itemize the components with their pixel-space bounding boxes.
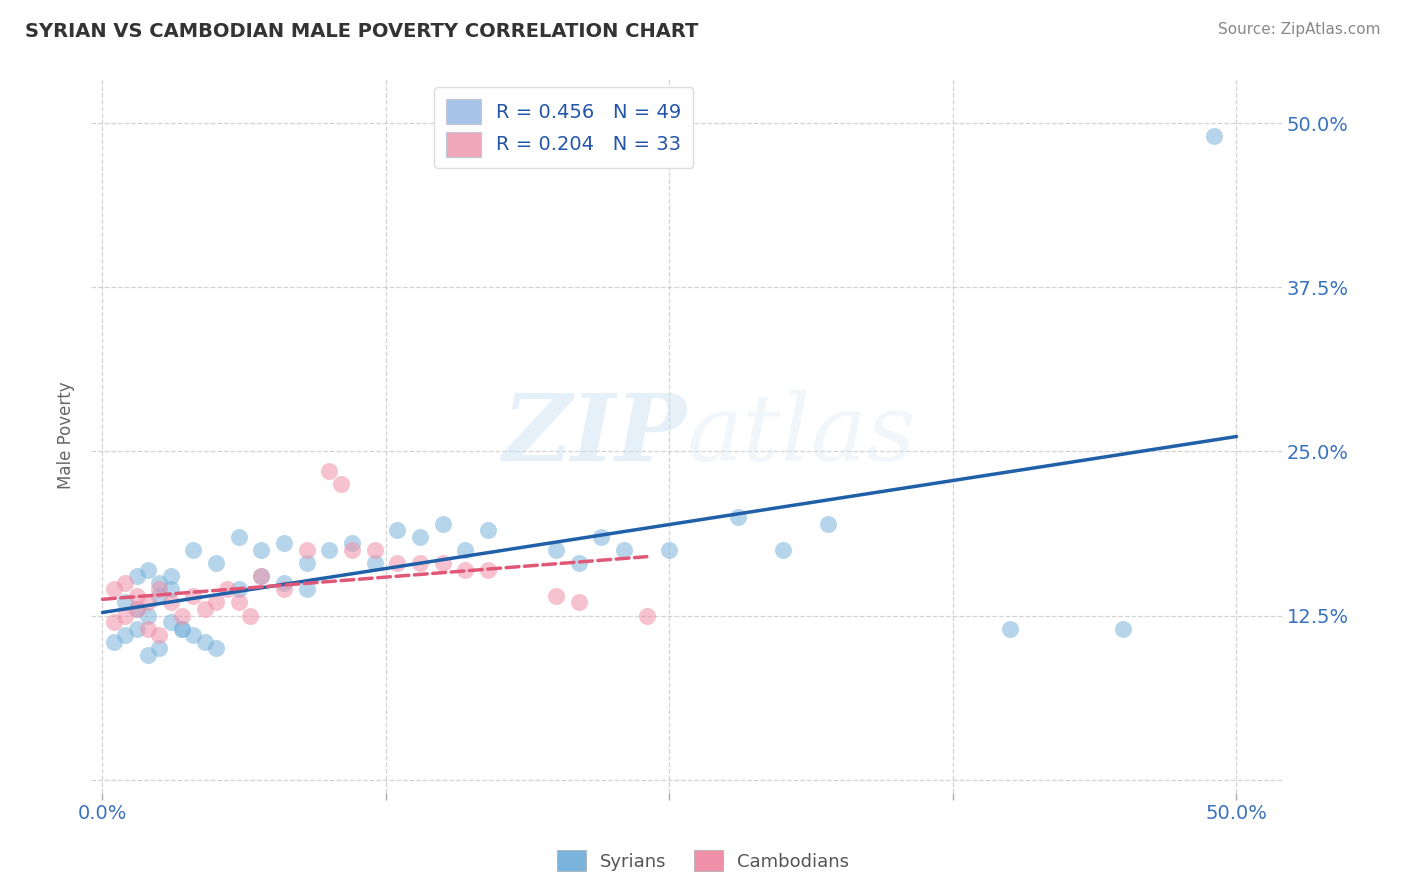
Point xyxy=(318,542,340,557)
Point xyxy=(228,582,250,597)
Point xyxy=(273,536,295,550)
Point xyxy=(817,516,839,531)
Point xyxy=(454,563,477,577)
Point xyxy=(114,608,136,623)
Point xyxy=(159,582,181,597)
Point xyxy=(295,556,318,570)
Point xyxy=(136,595,159,609)
Point xyxy=(114,628,136,642)
Point xyxy=(159,615,181,629)
Point xyxy=(114,575,136,590)
Point xyxy=(363,556,385,570)
Point xyxy=(1112,622,1135,636)
Point xyxy=(148,582,170,597)
Text: Source: ZipAtlas.com: Source: ZipAtlas.com xyxy=(1218,22,1381,37)
Point xyxy=(273,575,295,590)
Point xyxy=(387,523,409,537)
Point xyxy=(125,602,148,616)
Point xyxy=(228,530,250,544)
Point xyxy=(295,542,318,557)
Legend: Syrians, Cambodians: Syrians, Cambodians xyxy=(550,843,856,879)
Point xyxy=(148,575,170,590)
Point xyxy=(250,542,273,557)
Point xyxy=(125,569,148,583)
Text: atlas: atlas xyxy=(686,390,915,480)
Point xyxy=(193,634,215,648)
Point xyxy=(103,634,125,648)
Point xyxy=(363,542,385,557)
Point xyxy=(125,602,148,616)
Point xyxy=(340,542,363,557)
Point xyxy=(217,582,239,597)
Text: ZIP: ZIP xyxy=(502,390,686,480)
Point xyxy=(205,556,228,570)
Point xyxy=(148,641,170,656)
Point xyxy=(181,628,204,642)
Point xyxy=(432,516,454,531)
Point xyxy=(658,542,681,557)
Point xyxy=(568,556,591,570)
Point xyxy=(136,622,159,636)
Point xyxy=(546,589,568,603)
Point xyxy=(329,477,352,491)
Point xyxy=(148,628,170,642)
Y-axis label: Male Poverty: Male Poverty xyxy=(58,381,75,489)
Point xyxy=(273,582,295,597)
Point xyxy=(318,464,340,478)
Point xyxy=(387,556,409,570)
Point xyxy=(136,608,159,623)
Point xyxy=(998,622,1021,636)
Point xyxy=(181,589,204,603)
Point xyxy=(239,608,262,623)
Point xyxy=(228,595,250,609)
Point xyxy=(250,569,273,583)
Legend: R = 0.456   N = 49, R = 0.204   N = 33: R = 0.456 N = 49, R = 0.204 N = 33 xyxy=(434,87,693,169)
Point xyxy=(432,556,454,570)
Point xyxy=(295,582,318,597)
Point xyxy=(636,608,658,623)
Point xyxy=(159,595,181,609)
Point xyxy=(136,563,159,577)
Point xyxy=(170,608,193,623)
Point xyxy=(205,641,228,656)
Point xyxy=(477,523,499,537)
Point xyxy=(125,622,148,636)
Point xyxy=(727,510,749,524)
Point xyxy=(454,542,477,557)
Point xyxy=(477,563,499,577)
Point xyxy=(772,542,794,557)
Point xyxy=(568,595,591,609)
Point xyxy=(613,542,636,557)
Point xyxy=(250,569,273,583)
Point xyxy=(125,589,148,603)
Point xyxy=(136,648,159,662)
Point xyxy=(193,602,215,616)
Point xyxy=(1202,129,1225,144)
Point xyxy=(148,589,170,603)
Point xyxy=(591,530,613,544)
Point xyxy=(159,569,181,583)
Point xyxy=(409,530,432,544)
Point xyxy=(170,622,193,636)
Point xyxy=(546,542,568,557)
Point xyxy=(103,615,125,629)
Point xyxy=(170,622,193,636)
Point xyxy=(114,595,136,609)
Point xyxy=(205,595,228,609)
Point xyxy=(409,556,432,570)
Point xyxy=(103,582,125,597)
Point xyxy=(340,536,363,550)
Text: SYRIAN VS CAMBODIAN MALE POVERTY CORRELATION CHART: SYRIAN VS CAMBODIAN MALE POVERTY CORRELA… xyxy=(25,22,699,41)
Point xyxy=(181,542,204,557)
